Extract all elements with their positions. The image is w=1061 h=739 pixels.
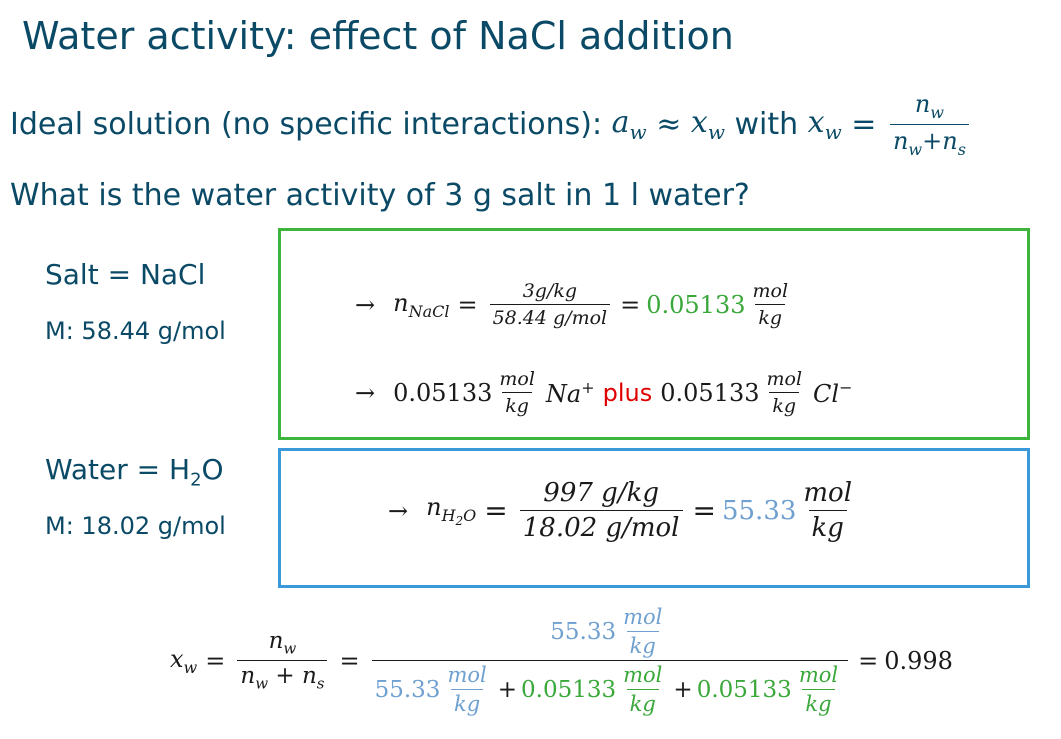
water-molar-mass: M: 18.02 g/mol xyxy=(45,512,226,540)
salt-label: Salt = NaCl xyxy=(45,258,206,291)
water-label: Water = H2O xyxy=(45,453,224,491)
equals-sign: = xyxy=(841,106,886,142)
salt-molar-mass: M: 58.44 g/mol xyxy=(45,317,226,345)
with-word: with xyxy=(724,106,808,142)
arrow-icon: → xyxy=(388,496,409,525)
mole-fraction-formula: nw nw+ns xyxy=(889,90,969,159)
slide-title: Water activity: effect of NaCl addition xyxy=(22,14,734,58)
nacl-moles-value: 0.05133 xyxy=(646,290,746,319)
ideal-solution-line: Ideal solution (no specific interactions… xyxy=(10,90,973,159)
arrow-icon: → xyxy=(355,290,376,319)
aw-symbol: aw xyxy=(611,104,647,144)
question-text: What is the water activity of 3 g salt i… xyxy=(10,178,750,213)
ions-equation: → 0.05133 mol kg Na+ plus 0.05133 mol kg… xyxy=(355,368,853,417)
nacl-moles-equation: → nNaCl = 3g/kg 58.44 g/mol = 0.05133 mo… xyxy=(355,280,789,329)
final-mole-fraction-equation: xw = nw nw + ns = 55.33 mol kg 55.33 mol… xyxy=(170,605,953,716)
arrow-icon: → xyxy=(355,378,376,407)
water-activity-result: 0.998 xyxy=(884,646,953,675)
nacl-calculation-box xyxy=(278,228,1030,440)
water-moles-equation: → nH2O = 997 g/kg 18.02 g/mol = 55.33 mo… xyxy=(388,478,853,543)
xw-symbol-2: xw xyxy=(807,104,842,144)
xw-symbol: xw xyxy=(690,104,725,144)
plus-word: plus xyxy=(602,378,653,407)
ideal-prefix: Ideal solution (no specific interactions… xyxy=(10,106,612,142)
water-calculation-box xyxy=(278,448,1030,588)
water-moles-value: 55.33 xyxy=(721,495,797,526)
approx-sign: ≈ xyxy=(646,106,691,142)
